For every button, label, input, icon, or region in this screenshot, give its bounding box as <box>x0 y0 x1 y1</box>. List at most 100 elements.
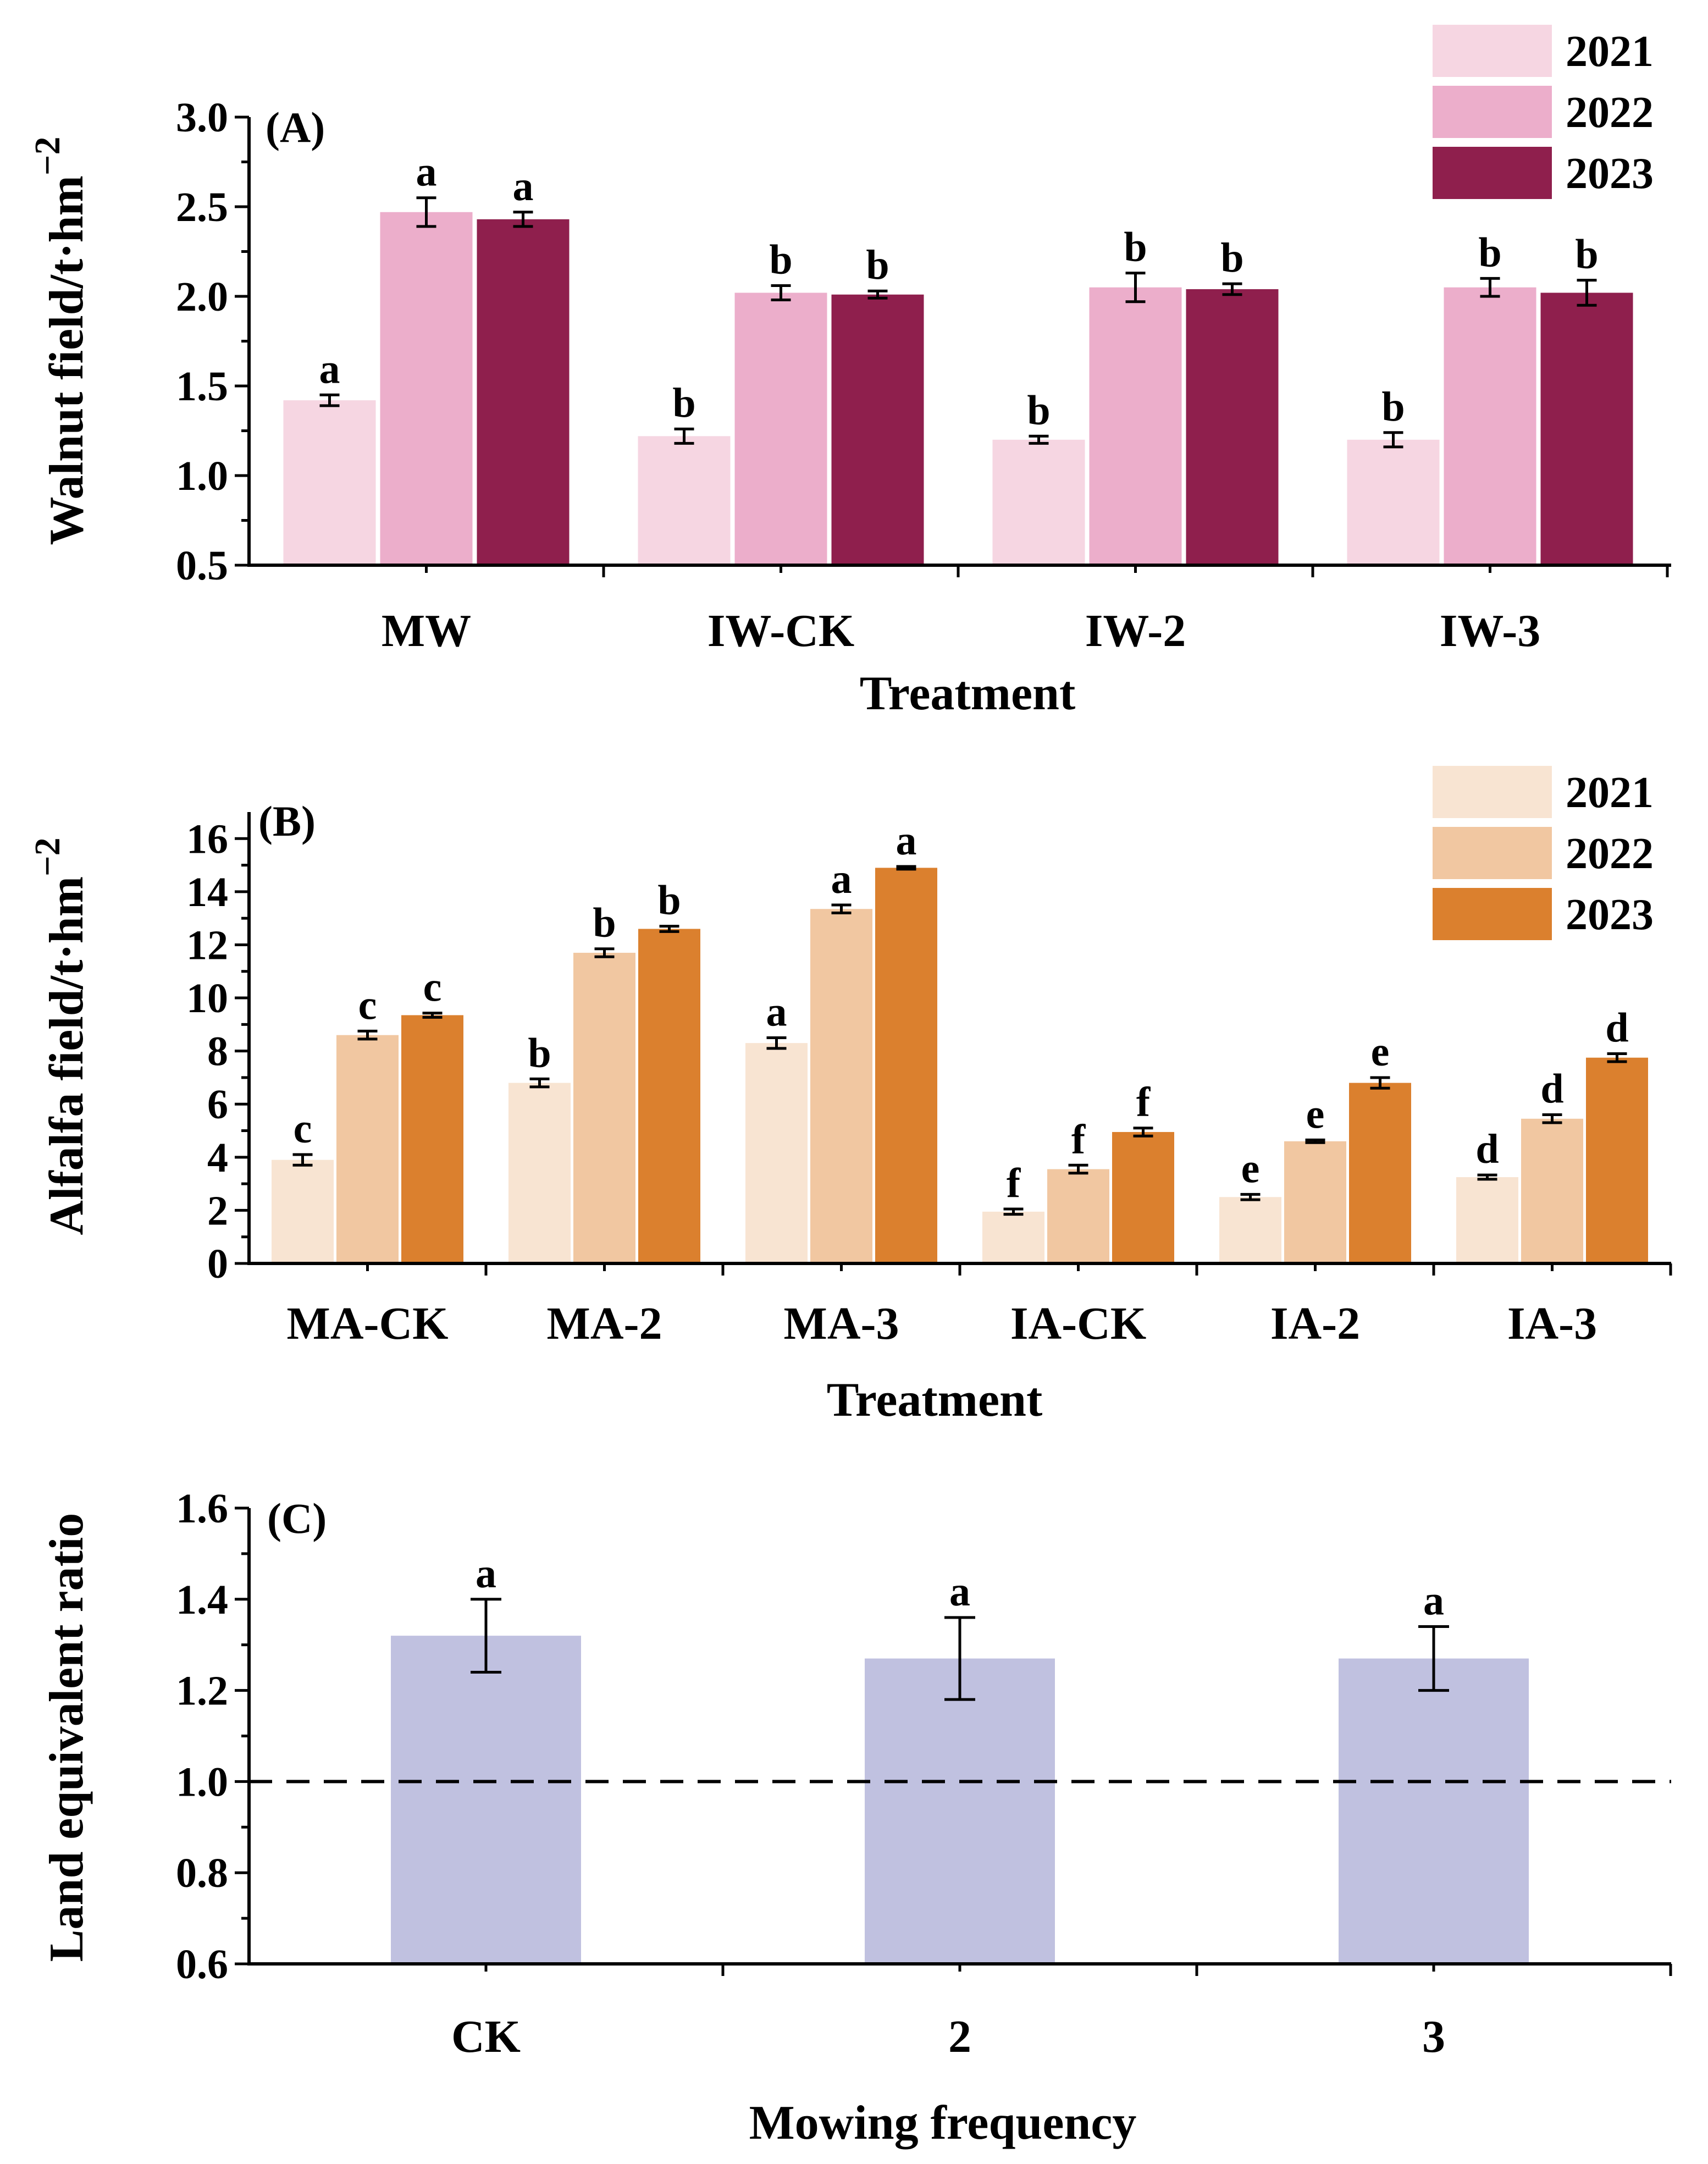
y-axis-title-superscript: −2 <box>27 137 68 176</box>
y-tick-label: 16 <box>186 816 228 862</box>
panel-3: a a a 0.6 0.8 1.0 1.2 1.4 1.6 CK 2 3 (C) Mowing frequ… <box>40 1486 1672 2150</box>
sig-letter-IW-2-2022: b <box>1124 224 1147 270</box>
error-bar-IW-2-2023 <box>1222 282 1242 296</box>
y-axis-title: Land equivalent ratio <box>40 1513 93 1962</box>
error-bar-IA-CK-2023 <box>1133 1127 1153 1138</box>
y-tick-label: 8 <box>207 1029 228 1075</box>
bar-IA-CK-2023 <box>1112 1131 1174 1263</box>
legend-swatch-2021 <box>1433 766 1552 818</box>
sig-letter-IA-CK-2023: f <box>1136 1079 1151 1125</box>
panel-1: a a a b b b b b b b b b 0.5 1.0 1.5 2.0 2.5 3.0 MW IW-CK IW-… <box>27 25 1671 720</box>
y-tick-label: 1.0 <box>176 1759 228 1805</box>
error-bar-IW-CK-2022 <box>771 284 791 302</box>
x-tick-label-MA-2: MA-2 <box>547 1298 662 1349</box>
sig-letter-3-Land equivalent ratio: a <box>1423 1578 1444 1624</box>
legend-label-2023: 2023 <box>1566 150 1654 198</box>
error-bar-IW-3-2023 <box>1577 279 1597 307</box>
y-tick-label: 2.0 <box>176 274 228 320</box>
error-bar-MA-CK-2022 <box>357 1029 378 1041</box>
y-axis-title: Walnut field/t·hm−2 <box>27 137 93 545</box>
legend-label-2021: 2021 <box>1566 27 1654 76</box>
y-tick-label: 1.6 <box>176 1486 228 1532</box>
sig-letter-MA-2-2021: b <box>528 1030 551 1076</box>
sig-letter-IW-2-2021: b <box>1027 387 1050 433</box>
legend: 2021 2022 2023 <box>1433 25 1654 199</box>
error-bar-IA-3-2023 <box>1607 1052 1627 1063</box>
sig-letter-IW-3-2022: b <box>1478 229 1501 275</box>
panel-label: (B) <box>258 797 316 845</box>
x-tick-label-2: 2 <box>948 2011 971 2062</box>
x-tick-label-MW: MW <box>382 605 471 656</box>
error-bar-MA-2-2021 <box>529 1077 550 1089</box>
error-bar-IA-2-2022 <box>1305 1138 1325 1144</box>
sig-letter-MA-3-2022: a <box>831 856 852 902</box>
sig-letter-MA-3-2021: a <box>766 989 787 1035</box>
sig-letter-IA-3-2023: d <box>1605 1004 1628 1051</box>
y-axis-title-text: Walnut field/t·hm <box>40 175 93 545</box>
legend-swatch-2023 <box>1433 147 1552 199</box>
error-bar-MW-2022 <box>416 196 436 228</box>
error-bar-IA-3-2022 <box>1542 1113 1562 1124</box>
bar-IA-3-2021 <box>1456 1177 1518 1263</box>
bar-IA-3-2023 <box>1586 1057 1648 1263</box>
error-bar-IW-CK-2021 <box>674 427 694 445</box>
error-bar-IW-2-2022 <box>1125 272 1146 303</box>
y-tick-label: 1.5 <box>176 363 228 410</box>
bar-IW-3-2022 <box>1444 287 1536 565</box>
error-bar-IW-3-2022 <box>1480 277 1500 298</box>
sig-letter-MA-2-2023: b <box>657 877 681 924</box>
x-tick-label-IA-3: IA-3 <box>1507 1298 1597 1349</box>
x-tick-label-IW-CK: IW-CK <box>707 605 855 656</box>
x-tick-label-IW-2: IW-2 <box>1085 605 1186 656</box>
x-tick-label-IW-3: IW-3 <box>1440 605 1541 656</box>
sig-letter-IA-3-2021: d <box>1475 1126 1499 1172</box>
bar-MA-CK-2022 <box>336 1035 399 1263</box>
bar-MA-2-2021 <box>508 1083 571 1263</box>
bar-IA-2-2022 <box>1284 1141 1346 1263</box>
y-axis-title: Alfalfa field/t·hm−2 <box>27 837 93 1235</box>
error-bar-IA-CK-2021 <box>1003 1207 1024 1216</box>
x-axis-title: Treatment <box>827 1373 1043 1427</box>
bar-MA-CK-2021 <box>272 1160 334 1263</box>
error-bar-MA-2-2022 <box>594 947 615 958</box>
x-tick-label-IA-2: IA-2 <box>1270 1298 1360 1349</box>
error-bar-IW-CK-2023 <box>867 289 888 300</box>
error-bar-CK-Land equivalent ratio <box>471 1598 501 1674</box>
bar-IW-3-2021 <box>1347 439 1440 565</box>
y-tick-label: 0.6 <box>176 1941 228 1988</box>
bar-IW-CK-2022 <box>734 292 827 565</box>
sig-letter-IW-CK-2022: b <box>769 236 792 283</box>
bar-MA-3-2022 <box>810 909 872 1263</box>
sig-letter-IW-3-2023: b <box>1575 231 1598 278</box>
error-bar-MW-2021 <box>319 393 340 407</box>
error-bar-IW-3-2021 <box>1383 431 1403 449</box>
bar-IA-CK-2021 <box>982 1211 1044 1263</box>
bar-MW-2022 <box>380 212 473 565</box>
panel-label: (C) <box>267 1494 327 1542</box>
panel-label: (A) <box>266 103 325 151</box>
y-axis-title-text: Land equivalent ratio <box>40 1513 93 1962</box>
y-tick-label: 4 <box>207 1135 228 1181</box>
bar-2-Land equivalent ratio <box>865 1658 1055 1964</box>
error-bar-MA-CK-2021 <box>292 1153 313 1167</box>
sig-letter-IA-CK-2021: f <box>1007 1160 1021 1206</box>
error-bar-MA-3-2022 <box>831 903 852 915</box>
legend-label-2022: 2022 <box>1566 830 1654 878</box>
error-bar-2-Land equivalent ratio <box>944 1616 975 1701</box>
legend: 2021 2022 2023 <box>1433 766 1654 940</box>
bar-MW-2023 <box>477 219 570 565</box>
sig-letter-IA-2-2022: e <box>1306 1091 1325 1137</box>
y-axis-title-text: Alfalfa field/t·hm <box>40 876 93 1235</box>
sig-letter-2-Land equivalent ratio: a <box>949 1569 970 1615</box>
sig-letter-MA-CK-2021: c <box>294 1106 312 1152</box>
sig-letter-MA-CK-2022: c <box>358 982 377 1028</box>
error-bar-IA-2-2021 <box>1240 1193 1261 1201</box>
bar-MW-2021 <box>283 400 376 565</box>
bar-MA-CK-2023 <box>401 1015 463 1263</box>
error-bar-IA-3-2021 <box>1477 1173 1497 1181</box>
error-bar-3-Land equivalent ratio <box>1418 1625 1449 1692</box>
bar-IW-3-2023 <box>1540 292 1633 565</box>
error-bar-MA-3-2021 <box>766 1036 787 1050</box>
bar-IW-CK-2021 <box>638 436 731 565</box>
